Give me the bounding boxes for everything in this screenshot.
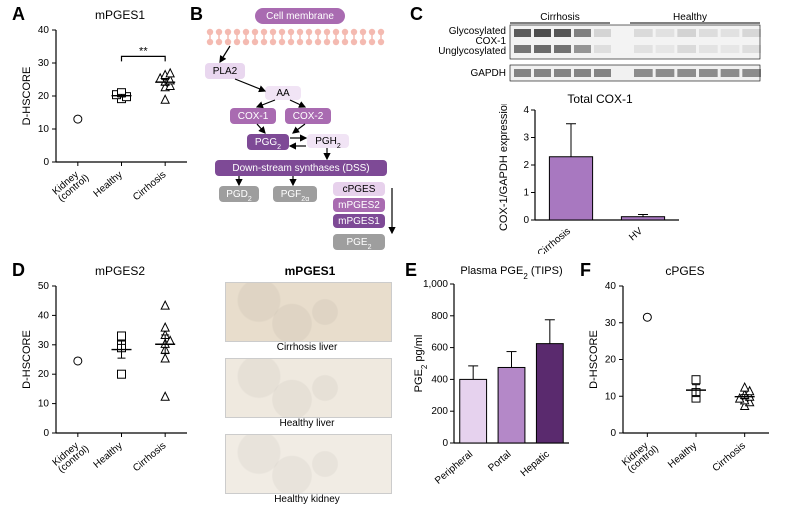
micrograph-2 <box>225 358 392 418</box>
svg-text:0: 0 <box>43 428 49 439</box>
svg-text:Hepatic: Hepatic <box>519 449 552 479</box>
svg-text:Cirrhosis: Cirrhosis <box>536 226 573 254</box>
svg-text:20: 20 <box>38 91 50 102</box>
svg-text:mPGES1: mPGES1 <box>338 216 380 227</box>
svg-text:GAPDH: GAPDH <box>470 68 506 79</box>
svg-text:Healthy: Healthy <box>673 12 707 23</box>
micro-label-3: Healthy kidney <box>274 494 340 505</box>
svg-text:0: 0 <box>43 157 49 168</box>
micro-label-2: Healthy liver <box>279 418 334 429</box>
svg-text:10: 10 <box>38 399 50 410</box>
svg-text:HV: HV <box>627 226 645 244</box>
svg-text:0: 0 <box>523 215 529 226</box>
svg-text:600: 600 <box>431 343 448 354</box>
svg-text:COX-1/GAPDH expression: COX-1/GAPDH expression <box>498 104 510 231</box>
svg-text:50: 50 <box>38 281 50 292</box>
panelC-blot: CirrhosisHealthyGlycosylatedCOX-1Unglyco… <box>415 10 775 90</box>
svg-text:Cirrhosis: Cirrhosis <box>540 12 579 23</box>
svg-text:**: ** <box>139 45 148 57</box>
svg-text:AA: AA <box>276 88 290 99</box>
panelF-chart: 010203040Kidney(control)HealthyCirrhosis… <box>585 278 775 503</box>
svg-text:Plasma PGE2 (TIPS): Plasma PGE2 (TIPS) <box>460 265 562 281</box>
svg-text:1: 1 <box>523 188 529 199</box>
svg-text:30: 30 <box>605 318 617 329</box>
panelF-title: cPGES <box>640 264 730 278</box>
svg-text:30: 30 <box>38 58 50 69</box>
svg-text:20: 20 <box>605 355 617 366</box>
svg-text:COX-1: COX-1 <box>238 111 269 122</box>
svg-text:0: 0 <box>442 438 448 449</box>
svg-text:D-HSCORE: D-HSCORE <box>21 67 33 126</box>
svg-text:400: 400 <box>431 374 448 385</box>
figure-root: A B C D E F mPGES1 010203040Kidney(contr… <box>0 0 787 515</box>
svg-text:10: 10 <box>38 124 50 135</box>
svg-text:4: 4 <box>523 105 529 116</box>
svg-text:COX-2: COX-2 <box>293 111 324 122</box>
panelA-chart: 010203040Kidney(control)HealthyCirrhosis… <box>18 22 193 232</box>
svg-text:30: 30 <box>38 340 50 351</box>
svg-text:Peripheral: Peripheral <box>433 449 475 487</box>
svg-text:Cell membrane: Cell membrane <box>266 11 334 22</box>
panelD-title: mPGES2 <box>75 264 165 278</box>
panelD-chart: 01020304050Kidney(control)HealthyCirrhos… <box>18 278 193 503</box>
svg-text:Healthy: Healthy <box>92 169 125 199</box>
panelC-bar-chart: 0 1 2 3 4 COX-1/GAPDH expression Cirrhosis HV <box>495 104 685 254</box>
svg-text:Healthy: Healthy <box>92 440 125 470</box>
svg-text:40: 40 <box>605 281 617 292</box>
svg-text:1,000: 1,000 <box>423 279 448 290</box>
svg-text:Healthy: Healthy <box>666 440 699 470</box>
svg-text:cPGES: cPGES <box>343 184 376 195</box>
panelD-micro-title: mPGES1 <box>255 264 365 278</box>
micrograph-1 <box>225 282 392 342</box>
micrograph-3 <box>225 434 392 494</box>
svg-text:PGE2 pg/ml: PGE2 pg/ml <box>413 335 429 393</box>
svg-text:20: 20 <box>38 369 50 380</box>
svg-text:mPGES2: mPGES2 <box>338 200 380 211</box>
svg-text:800: 800 <box>431 311 448 322</box>
svg-text:10: 10 <box>605 391 617 402</box>
svg-text:D-HSCORE: D-HSCORE <box>588 330 600 389</box>
svg-text:Down-stream synthases (DSS): Down-stream synthases (DSS) <box>232 163 369 174</box>
svg-text:Cirrhosis: Cirrhosis <box>131 440 168 474</box>
svg-text:200: 200 <box>431 406 448 417</box>
svg-text:40: 40 <box>38 25 50 36</box>
svg-text:40: 40 <box>38 310 50 321</box>
svg-text:3: 3 <box>523 133 529 144</box>
svg-text:0: 0 <box>610 428 616 439</box>
svg-text:PLA2: PLA2 <box>213 66 238 77</box>
panelA-title: mPGES1 <box>75 8 165 22</box>
svg-text:D-HSCORE: D-HSCORE <box>21 330 33 389</box>
panelE-chart: Plasma PGE2 (TIPS) 0 200 400 600 800 1,000 PGE2… <box>410 262 575 507</box>
panelB-diagram: Cell membranePLA2AACOX-1COX-2PGG2PGH2Dow… <box>195 8 405 253</box>
svg-text:Cirrhosis: Cirrhosis <box>131 169 168 203</box>
svg-text:2: 2 <box>523 160 529 171</box>
svg-text:Portal: Portal <box>486 449 513 474</box>
svg-text:Cirrhosis: Cirrhosis <box>711 440 748 474</box>
svg-text:Unglycosylated: Unglycosylated <box>438 46 506 57</box>
micro-label-1: Cirrhosis liver <box>277 342 338 353</box>
